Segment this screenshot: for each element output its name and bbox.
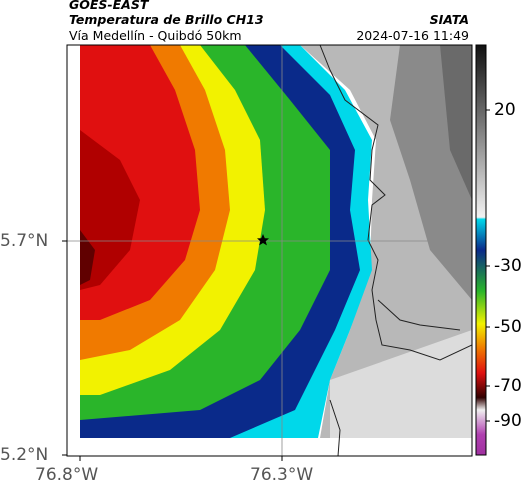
source-label: SIATA [429, 12, 469, 27]
map-frame [66, 44, 473, 457]
brightness-temperature-map [67, 45, 472, 456]
star-marker [257, 234, 269, 246]
colorbar-tick-label: -30 [494, 256, 522, 276]
route-subtitle: Vía Medellín - Quibdó 50km [69, 28, 242, 43]
colorbar-tick-label: -50 [494, 317, 522, 337]
colorbar-tick-label: 20 [494, 100, 516, 120]
timestamp: 2024-07-16 11:49 [356, 28, 469, 43]
satellite-label: GOES-EAST [69, 0, 149, 12]
x-tick-label: 76.8°W [35, 465, 99, 485]
y-tick-label: 5.2°N [0, 445, 49, 465]
colorbar-tick-label: -70 [494, 376, 522, 396]
colorbar-tick-label: -90 [494, 411, 522, 431]
y-tick-label: 5.7°N [0, 231, 49, 251]
product-title: Temperatura de Brillo CH13 [69, 12, 264, 27]
x-tick-label: 76.3°W [250, 465, 314, 485]
colorbar [475, 44, 487, 456]
